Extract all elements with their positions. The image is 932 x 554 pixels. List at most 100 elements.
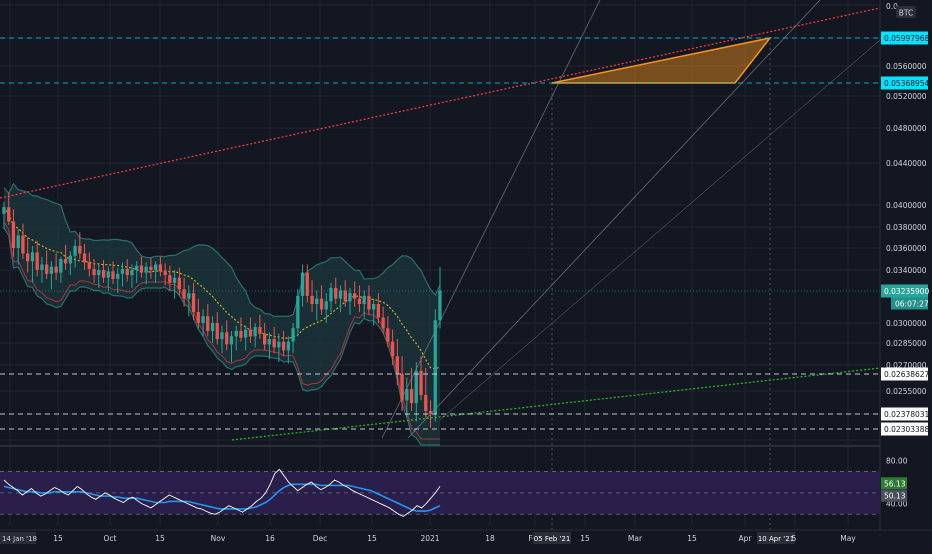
candle-body xyxy=(362,295,366,304)
candle-body xyxy=(286,341,290,351)
candle-body xyxy=(390,341,395,357)
candle-body xyxy=(229,336,234,345)
candle-body xyxy=(319,298,324,310)
currency-badge: BTC xyxy=(899,9,914,18)
countdown-label: 06:07:27 xyxy=(895,300,929,309)
candle-body xyxy=(73,245,77,256)
candle-body xyxy=(172,277,177,283)
price-tick-label: 0.0520000 xyxy=(886,92,927,101)
candle-body xyxy=(424,395,428,411)
candle-body xyxy=(357,298,362,304)
price-tick-label: 0.0340000 xyxy=(886,266,927,275)
candle-body xyxy=(248,329,253,337)
price-tick-label: 0.0360000 xyxy=(886,244,927,253)
price-label-white: 0.02638627 xyxy=(884,370,930,379)
candle-body xyxy=(97,270,101,276)
candlestick-series xyxy=(2,192,442,428)
date-marker-label: 05 Feb '21 xyxy=(534,535,571,543)
candle-body xyxy=(30,252,35,262)
candle-body xyxy=(291,328,295,342)
projection-line-2[interactable] xyxy=(407,0,821,439)
rsi-value-label: 56.13 xyxy=(884,479,906,488)
price-tick-label: 0.0300000 xyxy=(886,319,927,328)
time-tick-label: Apr xyxy=(739,534,753,543)
rsi-tick-label: 80.00 xyxy=(886,457,908,466)
candle-body xyxy=(201,316,205,323)
candle-body xyxy=(343,290,347,302)
rsi-moving-average xyxy=(3,483,441,512)
candle-body xyxy=(258,327,262,334)
trend-lines[interactable] xyxy=(0,0,881,441)
candle-body xyxy=(234,331,238,337)
candle-body xyxy=(154,264,158,270)
price-label-white: 0.02303388 xyxy=(884,425,930,434)
candle-body xyxy=(101,270,106,278)
time-tick-label: 16 xyxy=(265,534,275,543)
horizontal-lines[interactable] xyxy=(0,37,880,430)
rsi-panel xyxy=(0,468,880,517)
time-axis-bg xyxy=(0,530,932,550)
candle-body xyxy=(239,331,243,338)
candle-body xyxy=(329,287,333,302)
price-label-cyan: 0.05368954 xyxy=(884,79,930,88)
candle-body xyxy=(253,327,257,337)
candle-body xyxy=(353,293,357,299)
time-tick-label: 2021 xyxy=(420,534,439,543)
candle-body xyxy=(63,259,68,264)
candle-body xyxy=(177,277,181,290)
candle-body xyxy=(7,207,11,222)
price-label-box xyxy=(881,284,928,298)
price-label-box xyxy=(881,367,928,381)
candle-body xyxy=(26,253,30,262)
time-tick-label: Oct xyxy=(104,534,117,543)
candle-body xyxy=(54,266,58,273)
candle-body xyxy=(168,275,172,283)
candle-body xyxy=(305,272,309,296)
price-tick-label: 0.0285000 xyxy=(886,339,927,348)
candle-body xyxy=(139,265,144,273)
time-tick-label: 15 xyxy=(155,534,165,543)
candle-body xyxy=(220,332,224,339)
rsi-tick-label: 40.00 xyxy=(886,500,908,509)
candle-body xyxy=(348,293,352,302)
candle-body xyxy=(395,356,399,374)
candle-body xyxy=(281,341,286,351)
candle-body xyxy=(409,389,414,404)
date-marker-box xyxy=(533,532,571,544)
candle-body xyxy=(135,265,139,270)
candle-body xyxy=(263,333,267,345)
time-axis[interactable]: Oct15Nov16Dec15202118Feb15Mar15AprMay14 … xyxy=(0,529,932,550)
price-label-current: 0.03235900 xyxy=(884,287,930,296)
bollinger-lower xyxy=(3,227,440,446)
candle-body xyxy=(158,264,162,272)
projection-line-3[interactable] xyxy=(439,39,881,421)
projection-line-1[interactable] xyxy=(381,0,601,439)
price-label-box xyxy=(881,31,928,45)
candle-body xyxy=(381,317,385,329)
date-marker-label: 10 Apr '21 xyxy=(758,535,794,543)
candle-body xyxy=(296,295,300,329)
candle-body xyxy=(196,312,200,323)
candle-body xyxy=(428,411,433,414)
time-tick-label: 15 xyxy=(580,534,590,543)
candle-body xyxy=(120,268,125,274)
candle-body xyxy=(191,293,196,313)
time-tick-label: 15 xyxy=(367,534,377,543)
candle-body xyxy=(111,271,115,279)
time-tick-label: Dec xyxy=(313,534,328,543)
green-support-trendline[interactable] xyxy=(231,367,881,441)
price-axis[interactable]: 0.05600000.05200000.04800000.04400000.04… xyxy=(881,0,932,530)
price-tick-label: 0.0560000 xyxy=(886,62,927,71)
candle-body xyxy=(400,373,404,401)
candle-body xyxy=(187,293,191,299)
candle-body xyxy=(225,332,229,345)
price-label-box xyxy=(881,407,928,421)
price-tick-label: 0.0440000 xyxy=(886,159,927,168)
candle-body xyxy=(324,301,328,310)
price-label-box xyxy=(881,422,928,436)
candle-body xyxy=(68,255,72,264)
candle-body xyxy=(206,316,210,331)
candle-body xyxy=(116,273,120,279)
